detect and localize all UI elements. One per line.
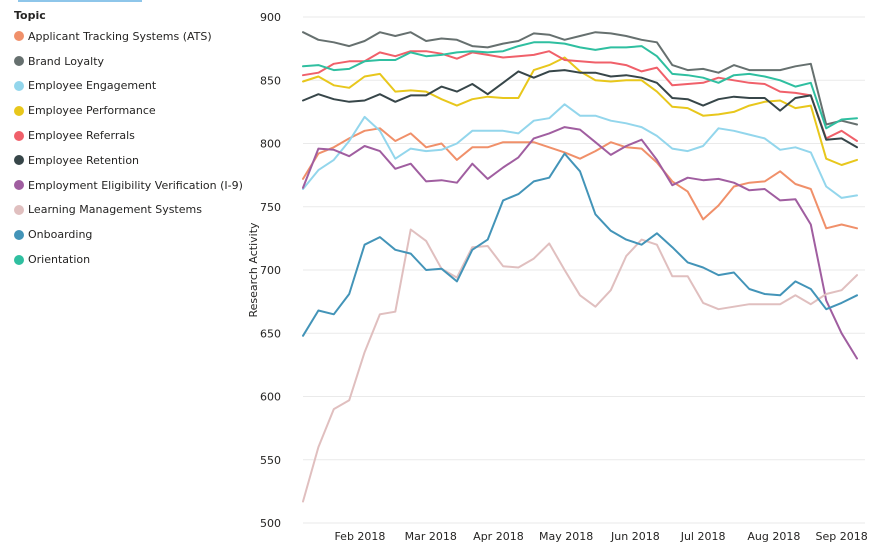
y-tick-label-3: 650 [260, 327, 281, 340]
series-line-0[interactable] [302, 127, 858, 230]
series-line-7[interactable] [302, 228, 858, 503]
x-axis: Feb 2018 Mar 2018 Apr 2018 May 2018 Jun 2018… [334, 530, 867, 543]
legend-label: Employee Retention [28, 153, 140, 167]
top-tab-indicator [18, 0, 142, 2]
legend-items: Applicant Tracking Systems (ATS) Brand Lo… [14, 24, 264, 272]
y-tick-label-8: 900 [260, 11, 281, 24]
y-tick-label-6: 800 [260, 138, 281, 151]
y-tick-label-4: 700 [260, 264, 281, 277]
series-line-8[interactable] [302, 152, 858, 337]
legend-marker [14, 80, 24, 91]
legend-label: Employee Referrals [28, 129, 135, 143]
legend-item-1[interactable]: Brand Loyalty [14, 49, 264, 74]
legend-item-0[interactable]: Applicant Tracking Systems (ATS) [14, 24, 264, 49]
y-tick-label-2: 600 [260, 391, 281, 404]
series-lines [302, 31, 858, 503]
legend-item-2[interactable]: Employee Engagement [14, 74, 264, 99]
series-line-6[interactable] [302, 126, 858, 360]
y-tick-label-1: 550 [260, 454, 281, 467]
x-tick-label-7: Sep 2018 [815, 530, 867, 543]
x-tick-label-6: Aug 2018 [747, 530, 800, 543]
x-tick-label-1: Mar 2018 [405, 530, 457, 543]
y-tick-label-5: 750 [260, 201, 281, 214]
legend-item-8[interactable]: Onboarding [14, 222, 264, 247]
series-line-2[interactable] [302, 103, 858, 199]
legend-marker [14, 204, 24, 215]
x-tick-label-5: Jul 2018 [680, 530, 726, 543]
legend-label: Learning Management Systems [28, 203, 202, 217]
legend-marker [14, 56, 24, 67]
legend-item-9[interactable]: Orientation [14, 247, 264, 272]
legend-item-4[interactable]: Employee Referrals [14, 123, 264, 148]
legend: Topic Applicant Tracking Systems (ATS) Br… [14, 8, 264, 272]
y-tick-label-0: 500 [260, 517, 281, 530]
legend-label: Employee Performance [28, 104, 156, 118]
legend-label: Orientation [28, 253, 91, 267]
legend-label: Onboarding [28, 228, 93, 242]
legend-marker [14, 31, 24, 42]
legend-marker [14, 254, 24, 265]
legend-label: Brand Loyalty [28, 54, 105, 68]
legend-item-5[interactable]: Employee Retention [14, 148, 264, 173]
legend-marker [14, 105, 24, 116]
y-axis: 500 550 600 650 700 750 800 850 900 [260, 11, 281, 530]
legend-label: Applicant Tracking Systems (ATS) [28, 29, 212, 43]
gridlines [303, 16, 865, 524]
x-tick-label-4: Jun 2018 [610, 530, 660, 543]
series-line-9[interactable] [302, 41, 858, 130]
legend-label: Employee Engagement [28, 79, 157, 93]
x-tick-label-0: Feb 2018 [334, 530, 385, 543]
legend-item-7[interactable]: Learning Management Systems [14, 198, 264, 223]
legend-item-3[interactable]: Employee Performance [14, 98, 264, 123]
x-tick-label-2: Apr 2018 [473, 530, 524, 543]
series-line-3[interactable] [302, 56, 858, 166]
legend-title: Topic [14, 9, 46, 22]
series-line-5[interactable] [302, 69, 858, 149]
y-axis-title: Research Activity [247, 222, 260, 318]
legend-marker [14, 155, 24, 166]
x-tick-label-3: May 2018 [539, 530, 593, 543]
series-line-1[interactable] [302, 31, 858, 126]
y-tick-label-7: 850 [260, 74, 281, 87]
legend-item-6[interactable]: Employment Eligibility Verification (I-9… [14, 173, 264, 198]
legend-label: Employment Eligibility Verification (I-9… [28, 178, 243, 192]
legend-marker [14, 229, 24, 240]
legend-marker [14, 130, 24, 141]
series-line-4[interactable] [302, 50, 858, 142]
legend-marker [14, 180, 24, 191]
